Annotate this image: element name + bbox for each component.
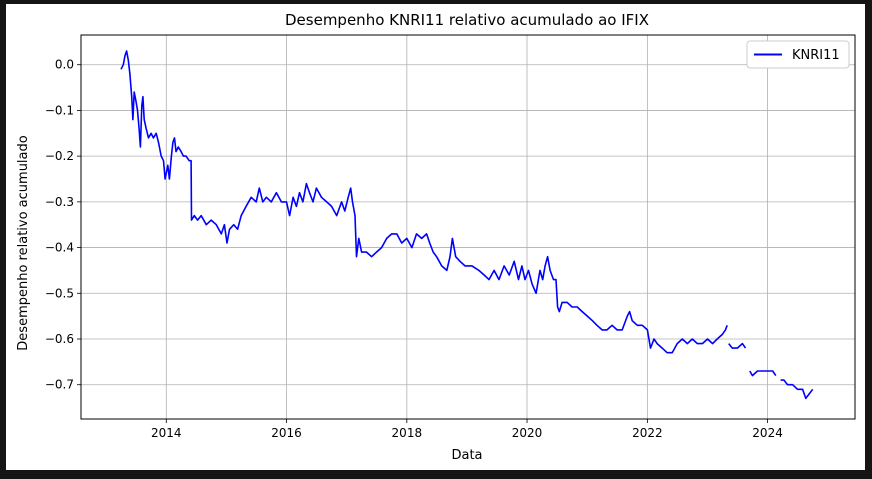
grid-lines — [81, 35, 855, 419]
y-axis-label: Desempenho relativo acumulado — [16, 135, 31, 350]
x-tick-label: 2014 — [151, 426, 182, 440]
legend-label: KNRI11 — [792, 48, 840, 63]
series-line-segment — [780, 379, 814, 400]
plot-area — [80, 34, 856, 420]
y-tick-label: −0.1 — [45, 103, 74, 117]
series-line-segment — [120, 50, 728, 354]
y-tick-label: −0.5 — [45, 286, 74, 300]
x-axis-label: Data — [451, 448, 482, 463]
series-line-segment — [749, 370, 777, 377]
chart-title: Desempenho KNRI11 relativo acumulado ao … — [285, 11, 649, 29]
legend: KNRI11 — [746, 40, 850, 69]
x-tick-label: 2018 — [392, 426, 423, 440]
x-tick-label: 2020 — [512, 426, 543, 440]
y-tick-label: −0.6 — [45, 332, 74, 346]
y-tick-label: 0.0 — [55, 58, 74, 72]
y-tick-label: −0.2 — [45, 149, 74, 163]
series-lines — [120, 50, 814, 400]
y-axis-ticks: 0.0 −0.1 −0.2 −0.3 −0.4 −0.5 −0.6 −0.7 — [45, 58, 81, 392]
series-line-segment — [728, 342, 747, 349]
x-tick-label: 2024 — [752, 426, 783, 440]
x-tick-label: 2016 — [271, 426, 302, 440]
y-tick-label: −0.7 — [45, 378, 74, 392]
legend-box — [746, 40, 850, 69]
line-chart: Desempenho KNRI11 relativo acumulado ao … — [16, 11, 856, 463]
y-tick-label: −0.4 — [45, 241, 74, 255]
x-axis-ticks: 2014 2016 2018 2020 2022 2024 — [151, 419, 783, 440]
y-tick-label: −0.3 — [45, 195, 74, 209]
figure-canvas: Desempenho KNRI11 relativo acumulado ao … — [6, 4, 865, 470]
x-tick-label: 2022 — [632, 426, 663, 440]
